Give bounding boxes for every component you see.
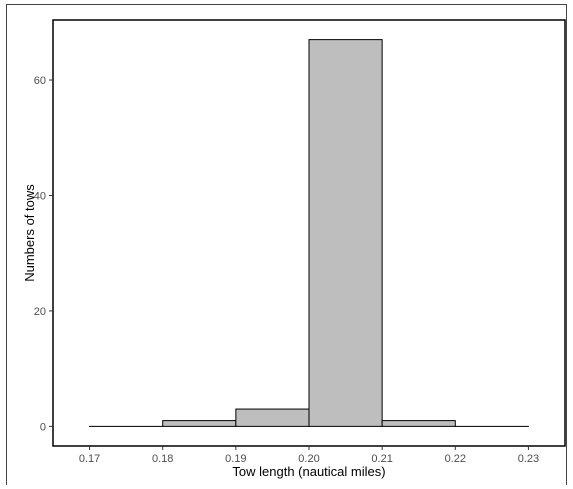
y-tick-label-1: 20 [34,306,46,318]
x-tick-label-0: 0.17 [79,453,100,465]
y-tick-label-0: 0 [40,421,46,433]
x-tick-label-1: 0.18 [152,453,173,465]
x-axis-ticks: 0.17 0.18 0.19 0.20 0.21 0.22 0.23 [79,446,539,465]
y-axis-title: Numbers of tows [22,184,37,282]
histogram-bar-2 [235,408,310,427]
histogram-bar-3 [308,39,383,427]
x-tick-label-4: 0.21 [371,453,392,465]
histogram-bar-1 [162,420,237,427]
x-axis-title: Tow length (nautical miles) [232,464,385,479]
y-tick-label-2: 40 [34,190,46,202]
x-tick-label-6: 0.23 [518,453,539,465]
figure-frame [6,4,567,485]
x-tick-label-5: 0.22 [445,453,466,465]
x-tick-label-3: 0.20 [298,453,319,465]
y-tick-label-3: 60 [34,75,46,87]
bars-group [89,39,529,427]
y-axis-ticks: 0 20 40 60 [34,75,53,433]
histogram-bar-4 [381,420,456,427]
x-tick-label-2: 0.19 [225,453,246,465]
